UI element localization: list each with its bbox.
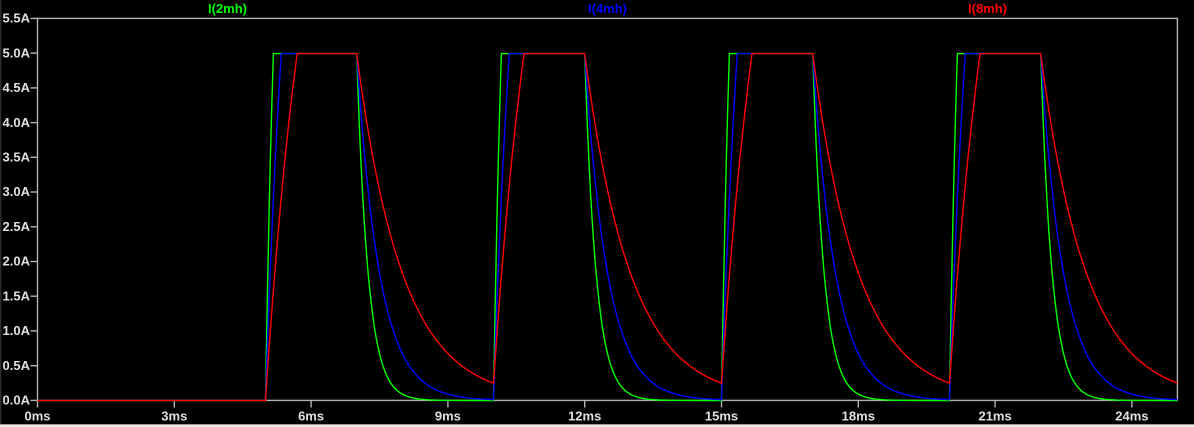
svg-text:0ms: 0ms	[24, 408, 50, 423]
svg-text:2.0A: 2.0A	[3, 254, 31, 269]
svg-text:3.0A: 3.0A	[3, 184, 31, 199]
svg-text:15ms: 15ms	[705, 408, 738, 423]
svg-text:4.5A: 4.5A	[3, 80, 31, 95]
svg-text:5.5A: 5.5A	[3, 11, 31, 26]
svg-text:1.0A: 1.0A	[3, 323, 31, 338]
svg-text:1.5A: 1.5A	[3, 288, 31, 303]
svg-text:24ms: 24ms	[1115, 408, 1148, 423]
svg-text:5.0A: 5.0A	[3, 45, 31, 60]
svg-text:18ms: 18ms	[842, 408, 875, 423]
svg-text:0.5A: 0.5A	[3, 358, 31, 373]
svg-text:3ms: 3ms	[161, 408, 187, 423]
svg-text:I(4mh): I(4mh)	[588, 1, 627, 16]
svg-text:I(2mh): I(2mh)	[208, 1, 247, 16]
svg-text:2.5A: 2.5A	[3, 219, 31, 234]
svg-text:12ms: 12ms	[568, 408, 601, 423]
svg-text:21ms: 21ms	[978, 408, 1011, 423]
svg-text:0.0A: 0.0A	[3, 393, 31, 408]
svg-text:4.0A: 4.0A	[3, 115, 31, 130]
svg-text:3.5A: 3.5A	[3, 150, 31, 165]
svg-text:9ms: 9ms	[435, 408, 461, 423]
svg-text:6ms: 6ms	[298, 408, 324, 423]
svg-text:I(8mh): I(8mh)	[968, 1, 1007, 16]
